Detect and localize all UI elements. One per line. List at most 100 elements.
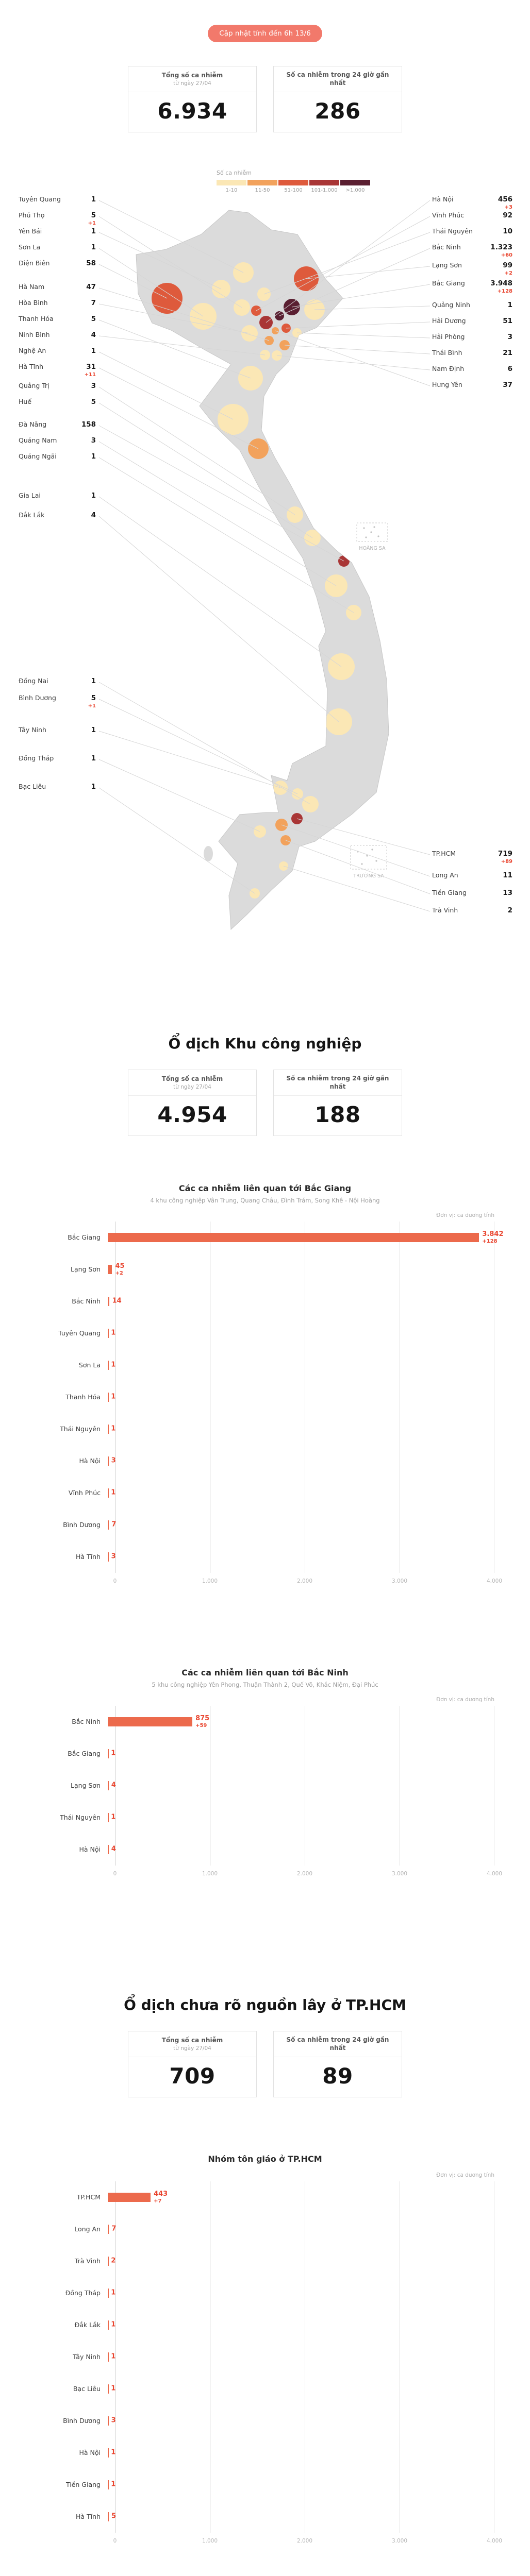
province-value: 51 (503, 317, 512, 325)
chart-gridlines (115, 1706, 494, 1866)
province-value: 1 (91, 677, 96, 685)
province-marker (292, 328, 302, 337)
province-marker (291, 813, 303, 824)
axis-tick: 3.000 (391, 1871, 408, 1877)
province-value: 719 (498, 850, 512, 858)
province-value: 1 (507, 301, 512, 309)
industrial-stats: Tổng số ca nhiễm từ ngày 27/04 4.954 Số ca … (0, 1070, 530, 1136)
legend-band-label: 101-1.000 (311, 188, 338, 193)
chart-row-label: Thanh Hóa (65, 1393, 101, 1401)
province-marker (275, 311, 284, 320)
province-value: 3 (91, 436, 96, 445)
recent-cases-card: Số ca nhiễm trong 24 giờ gần nhất 89 (273, 2031, 402, 2097)
province-name: Lạng Sơn (432, 261, 462, 269)
province-value: 6 (507, 365, 512, 373)
axis-tick: 3.000 (391, 1578, 408, 1584)
province-value: 31 (86, 363, 96, 371)
bar-value: 1 (111, 2352, 116, 2361)
province-row: Nghệ An 1 (19, 347, 96, 355)
bar-value: 5 (111, 2512, 116, 2520)
bar-value: 3 (111, 2416, 116, 2425)
legend-band-label: 1-10 (225, 188, 238, 193)
recent-cases-card: Số ca nhiễm trong 24 giờ gần nhất 286 (273, 66, 402, 132)
chart-row: Hà Tĩnh 3 (20, 1541, 510, 1573)
truong-sa-group: TRƯỜNG SA (350, 845, 387, 879)
province-row: Long An 11 (432, 871, 512, 880)
total-cases-label: Tổng số ca nhiễm (161, 71, 223, 79)
province-value: 1 (91, 195, 96, 204)
bar-value: 2 (111, 2257, 116, 2265)
province-value: 1 (91, 783, 96, 791)
bar-value: 7 (111, 1520, 117, 1529)
province-delta: +1 (88, 220, 96, 226)
province-row: Đắk Lắk 4 (19, 511, 96, 520)
hcmc-stats: Tổng số ca nhiễm từ ngày 27/04 709 Số ca nh… (0, 2031, 530, 2097)
bar-delta: +7 (154, 2198, 162, 2204)
legend-swatch (247, 180, 277, 185)
bar (108, 1425, 109, 1434)
axis-tick: 3.000 (391, 2538, 408, 2544)
province-marker (287, 506, 303, 523)
province-delta: +128 (497, 288, 512, 294)
province-value: 1 (91, 227, 96, 235)
legend-band: >1.000 (340, 180, 370, 193)
bar-value: 1 (111, 2480, 116, 2488)
province-marker (152, 283, 183, 314)
chart-row-label: Bắc Giang (68, 1233, 101, 1241)
recent-cases-value: 89 (322, 2063, 353, 2089)
chart-row: Bắc Giang 3.842 +128 (20, 1222, 510, 1253)
chart-row-label: Tuyên Quang (58, 1329, 101, 1337)
province-row: Tuyên Quang 1 (19, 195, 96, 204)
chart-title: Các ca nhiễm liên quan tới Bắc Ninh (181, 1668, 349, 1677)
total-cases-label: Tổng số ca nhiễm (161, 2036, 223, 2044)
province-name: Quảng Nam (19, 436, 57, 444)
province-row: Bình Dương 5 +1 (19, 694, 96, 709)
province-value: 5 (91, 211, 96, 219)
province-name: Đà Nẵng (19, 420, 47, 428)
chart-axis: 0 1.000 2.000 3.000 4.000 (113, 1575, 502, 1590)
bar-value: 7 (111, 2225, 117, 2233)
bar (108, 1781, 109, 1790)
chart-row-label: Tây Ninh (73, 2352, 101, 2361)
province-marker (325, 574, 347, 597)
province-value: 7 (91, 299, 96, 307)
province-value: 10 (503, 227, 512, 235)
chart-row: Bắc Ninh 875 +59 (20, 1706, 510, 1738)
province-row: Hà Nội 456 +3 (432, 195, 512, 210)
province-name: Quảng Ngãi (19, 452, 57, 460)
province-name: Thái Nguyên (432, 227, 473, 235)
province-name: Nam Định (432, 365, 465, 372)
province-marker (304, 299, 325, 320)
province-marker (272, 327, 279, 334)
bar (108, 1456, 109, 1466)
chart-row: Đồng Tháp 1 (20, 2277, 510, 2309)
section-title-hcmc: Ổ dịch chưa rõ nguồn lây ở TP.HCM (124, 1996, 406, 2013)
province-marker (254, 825, 266, 838)
province-value: 58 (86, 259, 96, 267)
province-row: Hòa Bình 7 (19, 299, 96, 308)
bar (108, 1749, 109, 1758)
legend-band: 11-50 (247, 180, 277, 193)
chart-subtitle: 4 khu công nghiệp Vân Trung, Quang Châu,… (150, 1197, 380, 1204)
bar (108, 1265, 112, 1274)
chart-row-label: Thái Nguyên (60, 1425, 101, 1433)
chart-row: Tiền Giang 1 (20, 2469, 510, 2501)
bar (108, 1393, 109, 1402)
axis-tick: 0 (113, 2538, 117, 2544)
legend-title: Số ca nhiễm (217, 170, 252, 176)
chart-row: Hà Nội 3 (20, 1445, 510, 1477)
province-value: 1.323 (490, 243, 512, 251)
province-row: Ninh Bình 4 (19, 331, 96, 340)
province-marker (304, 530, 321, 546)
province-name: TP.HCM (432, 850, 456, 857)
map-legend: Số ca nhiễm 1-10 11-50 51-100 101-1.000 >1.00… (217, 170, 370, 193)
chart-row-label: Bắc Ninh (72, 1297, 101, 1305)
province-value: 1 (91, 492, 96, 500)
bar (108, 2193, 151, 2202)
legend-band-label: 11-50 (255, 188, 270, 193)
legend-band-label: >1.000 (345, 188, 365, 193)
province-value: 37 (503, 381, 512, 389)
province-name: Quảng Ninh (432, 301, 470, 309)
chart-bac-giang: Các ca nhiễm liên quan tới Bắc Giang 4 kh… (20, 1183, 510, 1590)
province-marker (259, 316, 273, 329)
